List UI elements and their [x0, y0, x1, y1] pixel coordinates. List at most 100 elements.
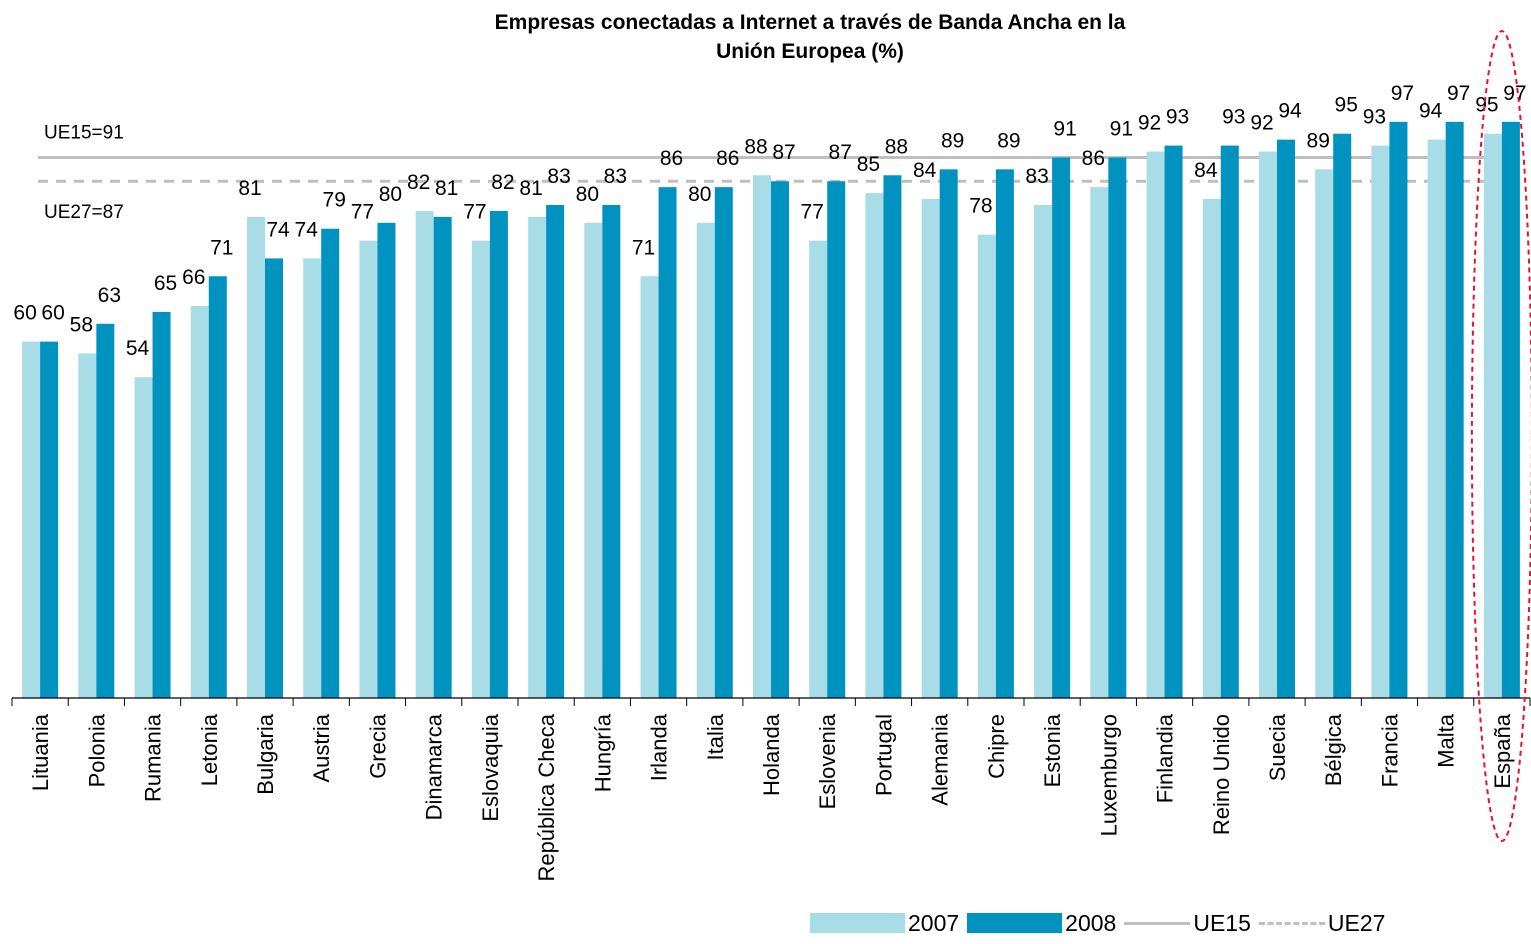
bar-2008 [771, 181, 789, 699]
value-label-2008: 65 [154, 272, 177, 295]
value-label-2008: 97 [1391, 82, 1414, 105]
bar-2007 [415, 210, 434, 699]
chart-title-line-2: Unión Europea (%) [716, 40, 904, 63]
category-label: Holanda [759, 713, 784, 796]
category-label: Letonia [197, 713, 222, 786]
legend-line-ue15 [1124, 921, 1191, 925]
bar-2008 [939, 169, 958, 699]
value-label-2007: 78 [969, 195, 992, 218]
value-label-2007: 80 [576, 183, 599, 206]
value-label-2007: 89 [1307, 129, 1330, 152]
value-label-2007: 84 [1194, 159, 1218, 182]
category-label: Francia [1377, 713, 1402, 787]
value-label-2008: 71 [210, 236, 233, 259]
highlight-ellipse [1470, 30, 1531, 842]
bar-2007 [1427, 139, 1446, 698]
category-label: Reino Unido [1209, 714, 1234, 835]
bar-2007 [977, 234, 996, 698]
value-label-2008: 91 [1110, 117, 1133, 140]
value-label-2008: 89 [941, 129, 964, 152]
legend-item-ue15: UE15 [1124, 910, 1251, 937]
bar-2008 [827, 181, 846, 699]
bar-2008 [321, 228, 340, 699]
value-label-2007: 77 [351, 201, 374, 224]
category-label: Malta [1434, 713, 1459, 768]
bar-2008 [433, 216, 452, 699]
value-label-2008: 80 [379, 183, 402, 206]
value-label-2007: 88 [744, 135, 767, 158]
bar-2007 [22, 341, 41, 698]
bar-2008 [1220, 145, 1239, 698]
category-label: Bulgaria [253, 713, 278, 794]
legend-item-ue27: UE27 [1258, 909, 1386, 937]
category-label: Estonia [1040, 713, 1065, 787]
category-label: Chipre [984, 714, 1009, 779]
value-label-2007: 77 [463, 201, 486, 224]
bar-2008 [1052, 157, 1071, 698]
legend-swatch-2007 [810, 913, 905, 933]
highlight [1470, 30, 1531, 842]
legend-item-2007: 2007 [810, 910, 959, 937]
bar-2008 [1164, 145, 1183, 698]
category-label: Hungría [590, 713, 615, 792]
value-label-2007: 66 [182, 266, 205, 289]
value-label-2007: 80 [688, 183, 711, 206]
value-label-2007: 84 [913, 159, 937, 182]
bar-2007 [1259, 151, 1277, 698]
bar-2008 [1389, 121, 1408, 698]
legend-label-2007: 2007 [908, 909, 960, 936]
bar-2008 [995, 169, 1014, 699]
x-axis [11, 697, 1531, 706]
category-label: Eslovaquia [478, 713, 503, 821]
bar-2007 [134, 377, 153, 698]
category-label: República Checa [534, 713, 559, 881]
value-label-2007: 95 [1475, 94, 1498, 117]
category-label: Bélgica [1321, 713, 1346, 786]
category-label: España [1490, 713, 1515, 788]
bar-2008 [1501, 121, 1520, 698]
bar-2007 [1202, 199, 1221, 699]
value-label-2007: 74 [295, 218, 319, 241]
category-label: Lituania [28, 713, 53, 791]
bar-2007 [865, 193, 884, 698]
value-label-2007: 77 [801, 201, 824, 224]
bar-2008 [489, 210, 508, 699]
bar-2007 [359, 240, 378, 698]
value-label-2008: 87 [829, 141, 852, 164]
bar-2008 [546, 204, 565, 699]
chart-title-line-1: Empresas conectadas a Internet a través … [494, 11, 1126, 34]
value-label-2007: 71 [632, 236, 655, 259]
category-labels: Lituania Polonia Rumania Letonia Bulgaria Aus… [28, 713, 1515, 881]
value-label-2008: 74 [266, 218, 290, 241]
value-label-2008: 88 [885, 135, 908, 158]
bar-2007 [584, 222, 603, 699]
value-label-2007: 83 [1025, 165, 1048, 188]
bar-2007 [1034, 204, 1053, 699]
category-label: Polonia [84, 713, 109, 787]
value-label-2008: 95 [1335, 94, 1358, 117]
legend-label-ue27: UE27 [1327, 909, 1386, 936]
bar-2008 [714, 187, 733, 698]
legend: 2007 2008 UE15 UE27 [810, 908, 1393, 938]
reference-label-ue15: UE15=91 [44, 122, 124, 143]
bar-2007 [809, 240, 828, 698]
bar-2007 [921, 199, 940, 699]
bar-2007 [753, 175, 771, 698]
value-label-2008: 81 [435, 177, 458, 200]
value-label-2007: 81 [238, 177, 261, 200]
bar-2007 [471, 240, 490, 698]
value-label-2008: 93 [1166, 106, 1189, 129]
bar-2008 [1108, 157, 1127, 698]
bar-2008 [1445, 121, 1464, 698]
value-label-2007: 93 [1363, 106, 1386, 129]
value-label-2007: 60 [13, 302, 36, 325]
value-label-2008: 89 [997, 129, 1020, 152]
category-label: Portugal [871, 714, 896, 796]
bar-2008 [658, 187, 677, 698]
bar-2007 [528, 216, 547, 699]
bar-2007 [640, 276, 659, 698]
value-label-2008: 83 [604, 165, 627, 188]
reference-label-ue27: UE27=87 [44, 202, 124, 223]
value-label-2008: 86 [660, 147, 683, 170]
